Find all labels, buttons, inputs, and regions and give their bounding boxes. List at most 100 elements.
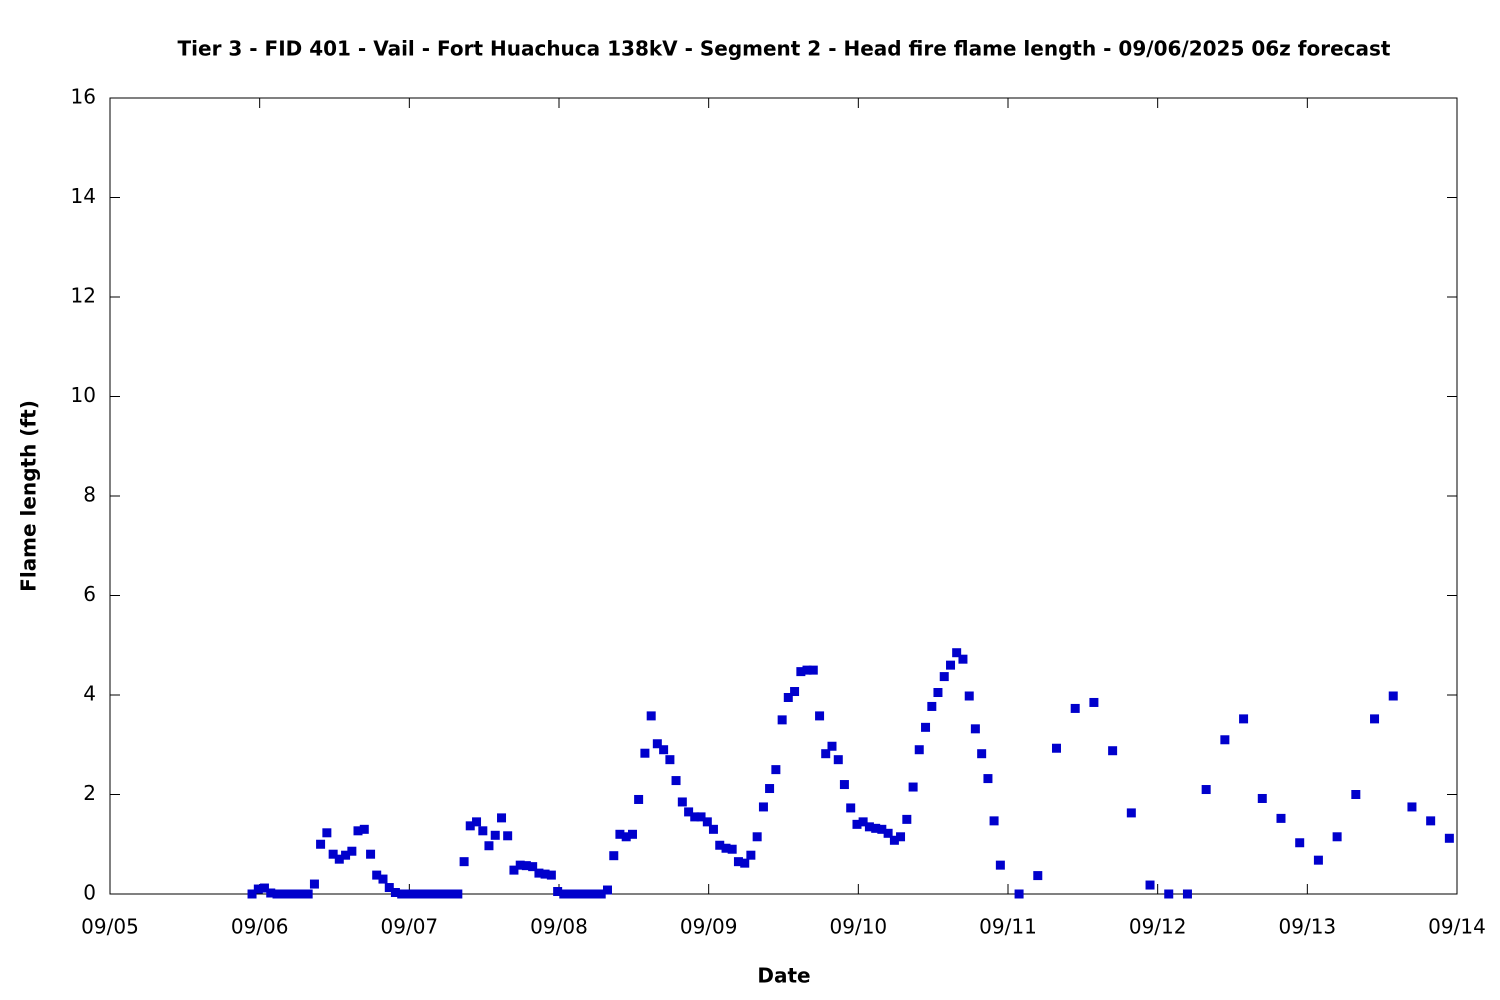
point: [621, 832, 631, 842]
point: [322, 828, 332, 838]
point: [939, 672, 949, 682]
point: [1089, 697, 1099, 707]
point: [896, 832, 906, 842]
point: [802, 665, 812, 675]
point: [708, 824, 718, 834]
point: [309, 879, 319, 889]
point: [546, 870, 556, 880]
point: [1201, 785, 1211, 795]
point: [933, 688, 943, 698]
point: [596, 889, 606, 899]
y-tick-label: 10: [71, 383, 96, 407]
point: [833, 755, 843, 765]
point: [1033, 871, 1043, 881]
point: [902, 814, 912, 824]
point: [303, 889, 313, 899]
point: [390, 888, 400, 898]
point: [465, 821, 475, 831]
x-tick-label: 09/08: [530, 915, 588, 939]
point: [852, 819, 862, 829]
point: [740, 858, 750, 868]
point: [958, 654, 968, 664]
point: [921, 722, 931, 732]
point: [696, 812, 706, 822]
x-tick-label: 09/05: [81, 915, 139, 939]
point: [1108, 746, 1118, 756]
point: [1182, 889, 1192, 899]
point: [484, 841, 494, 851]
point: [846, 803, 856, 813]
point: [1370, 714, 1380, 724]
point: [715, 840, 725, 850]
point: [259, 883, 269, 893]
point: [528, 862, 538, 872]
x-tick-label: 09/13: [1279, 915, 1337, 939]
point: [783, 692, 793, 702]
point: [571, 889, 581, 899]
point: [808, 665, 818, 675]
point: [328, 849, 338, 859]
x-tick-label: 09/10: [830, 915, 888, 939]
point: [459, 857, 469, 867]
point: [490, 830, 500, 840]
point: [1014, 889, 1024, 899]
point: [497, 813, 507, 823]
point: [815, 711, 825, 721]
y-tick-label: 12: [71, 284, 96, 308]
point: [927, 701, 937, 711]
point: [1313, 855, 1323, 865]
point: [1332, 832, 1342, 842]
point: [347, 846, 357, 856]
point: [827, 741, 837, 751]
point: [1257, 793, 1267, 803]
point: [1126, 808, 1136, 818]
point: [615, 829, 625, 839]
point: [534, 868, 544, 878]
point: [1051, 743, 1061, 753]
point: [777, 715, 787, 725]
x-tick-label: 09/09: [680, 915, 738, 939]
point: [702, 817, 712, 827]
point: [553, 887, 563, 897]
point: [316, 839, 326, 849]
point: [403, 889, 413, 899]
point: [821, 749, 831, 759]
y-tick-label: 8: [83, 483, 96, 507]
point: [540, 869, 550, 879]
point: [515, 860, 525, 870]
point: [684, 807, 694, 817]
point: [752, 832, 762, 842]
point: [447, 889, 457, 899]
point: [690, 812, 700, 822]
point: [472, 817, 482, 827]
point: [983, 774, 993, 784]
point: [1426, 816, 1436, 826]
point: [640, 748, 650, 758]
x-tick-label: 09/14: [1428, 915, 1486, 939]
point: [946, 660, 956, 670]
point: [839, 780, 849, 790]
point: [378, 874, 388, 884]
point: [665, 755, 675, 765]
x-tick-label: 09/12: [1129, 915, 1187, 939]
point: [871, 823, 881, 833]
point: [746, 850, 756, 860]
point: [1388, 691, 1398, 701]
x-tick-label: 09/06: [231, 915, 289, 939]
point: [1407, 802, 1417, 812]
point: [977, 749, 987, 759]
point: [291, 889, 301, 899]
point: [584, 889, 594, 899]
point: [864, 822, 874, 832]
point: [1070, 703, 1080, 713]
y-axis-label: Flame length (ft): [17, 400, 41, 592]
point: [565, 889, 575, 899]
point: [509, 865, 519, 875]
point: [1239, 714, 1249, 724]
point: [372, 870, 382, 880]
point: [1444, 833, 1454, 843]
point: [284, 889, 294, 899]
point: [409, 889, 419, 899]
point: [627, 829, 637, 839]
